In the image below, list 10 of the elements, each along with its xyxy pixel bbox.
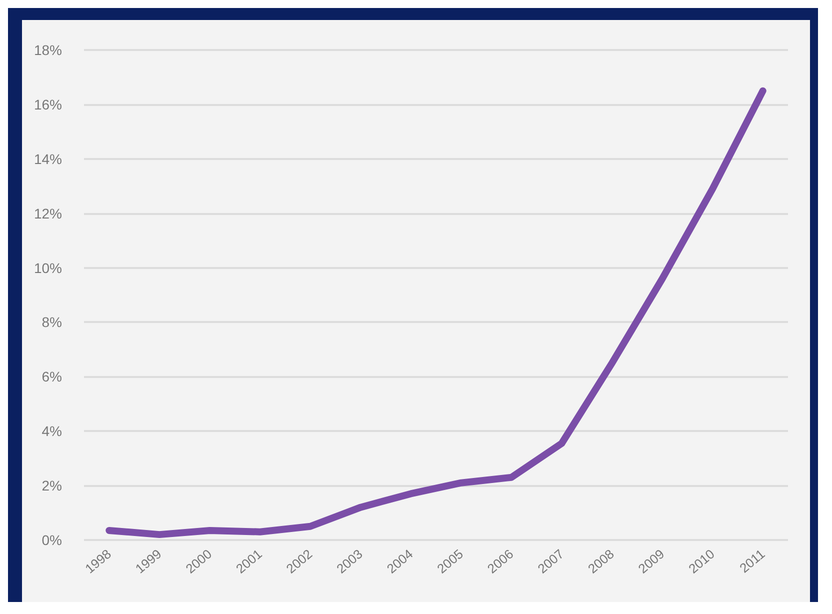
y-tick-label: 10% [34,260,62,276]
y-tick-label: 16% [34,96,62,112]
y-tick-label: 0% [42,532,62,548]
y-tick-label: 18% [34,42,62,58]
y-tick-label: 2% [42,478,62,494]
y-tick-label: 12% [34,205,62,222]
y-tick-label: 8% [42,314,62,330]
y-tick-label: 14% [34,150,62,167]
y-tick-label: 4% [42,423,62,440]
y-tick-label: 6% [42,368,62,385]
